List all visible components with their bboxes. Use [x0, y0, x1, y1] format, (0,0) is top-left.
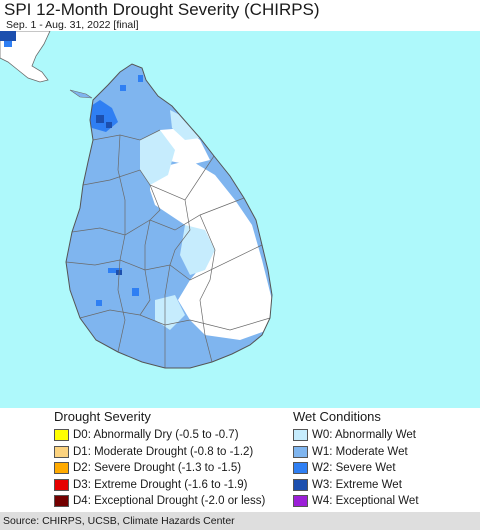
swatch-d0	[54, 429, 69, 442]
legend-item-w3: W3: Extreme Wet	[293, 477, 478, 494]
legend-item-w1: W1: Moderate Wet	[293, 444, 478, 461]
legend-label-d0: D0: Abnormally Dry (-0.5 to -0.7)	[73, 429, 239, 442]
legend-item-w4: W4: Exceptional Wet	[293, 493, 478, 510]
w2-pixel	[138, 75, 143, 82]
w3-pixel	[106, 122, 112, 128]
legend-label-d4: D4: Exceptional Drought (-2.0 or less)	[73, 495, 266, 508]
w0-area-east	[180, 225, 215, 275]
drought-severity-legend: Drought Severity D0: Abnormally Dry (-0.…	[54, 409, 294, 510]
district-boundary	[117, 134, 126, 353]
w0-area-central	[140, 130, 175, 185]
legend-item-w2: W2: Severe Wet	[293, 460, 478, 477]
swatch-d4	[54, 495, 69, 508]
india-landmass	[0, 31, 51, 83]
swatch-d2	[54, 462, 69, 475]
swatch-w3	[293, 478, 308, 491]
drought-legend-title: Drought Severity	[54, 409, 151, 424]
legend-item-d2: D2: Severe Drought (-1.3 to -1.5)	[54, 460, 294, 477]
india-wet-pixel	[0, 31, 16, 41]
w3-pixel	[96, 115, 104, 123]
legend-label-w1: W1: Moderate Wet	[312, 445, 408, 458]
w0-area-south	[155, 295, 185, 330]
district-boundary	[82, 155, 215, 201]
map-title: SPI 12-Month Drought Severity (CHIRPS)	[4, 0, 320, 19]
legend-item-d0: D0: Abnormally Dry (-0.5 to -0.7)	[54, 427, 294, 444]
w2-pixel	[120, 85, 126, 91]
w2-pixel	[108, 268, 122, 273]
swatch-w2	[293, 462, 308, 475]
wet-legend-title: Wet Conditions	[293, 409, 381, 424]
district-boundary	[139, 184, 161, 316]
w2-pixel	[96, 300, 102, 306]
legend-item-w0: W0: Abnormally Wet	[293, 427, 478, 444]
legend-item-d1: D1: Moderate Drought (-0.8 to -1.2)	[54, 444, 294, 461]
legend-item-d4: D4: Exceptional Drought (-2.0 or less)	[54, 493, 294, 510]
sri-lanka-coastline	[65, 63, 273, 369]
swatch-w4	[293, 495, 308, 508]
india-wet-pixel-2	[4, 41, 12, 47]
map-subtitle: Sep. 1 - Aug. 31, 2022 [final]	[6, 19, 139, 31]
legend-label-d1: D1: Moderate Drought (-0.8 to -1.2)	[73, 445, 254, 458]
swatch-w0	[293, 429, 308, 442]
legend-label-d3: D3: Extreme Drought (-1.6 to -1.9)	[73, 478, 248, 491]
swatch-d3	[54, 478, 69, 491]
wet-conditions-legend: Wet Conditions W0: Abnormally Wet W1: Mo…	[293, 409, 478, 510]
swatch-w1	[293, 445, 308, 458]
w2-pixel	[132, 288, 139, 296]
legend-label-w4: W4: Exceptional Wet	[312, 495, 419, 508]
source-footer: Source: CHIRPS, UCSB, Climate Hazards Ce…	[0, 512, 480, 530]
district-boundary	[92, 129, 161, 141]
legend-label-d2: D2: Severe Drought (-1.3 to -1.5)	[73, 462, 242, 475]
legend-label-w3: W3: Extreme Wet	[312, 478, 402, 491]
district-boundary	[199, 214, 216, 363]
legend-item-d3: D3: Extreme Drought (-1.6 to -1.9)	[54, 477, 294, 494]
drought-map	[0, 31, 480, 408]
legend-label-w2: W2: Severe Wet	[312, 462, 396, 475]
mannar-island	[69, 89, 93, 99]
district-boundary	[164, 199, 191, 368]
swatch-d1	[54, 445, 69, 458]
legend-label-w0: W0: Abnormally Wet	[312, 429, 416, 442]
w0-area-northeast	[170, 110, 200, 140]
